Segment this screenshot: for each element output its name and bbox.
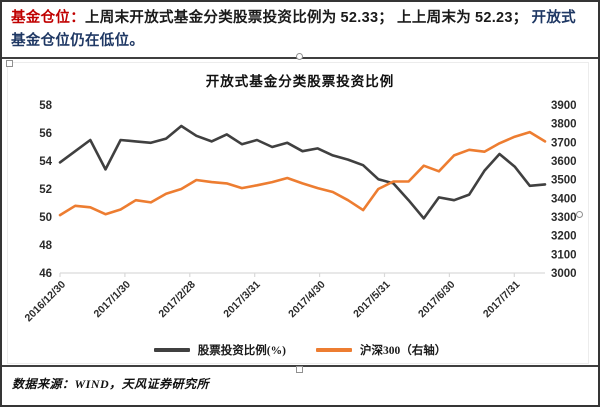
- commentary-conclusion: 开放式基金仓位仍在低位。: [11, 10, 576, 49]
- commentary-heading: 基金仓位：: [11, 10, 85, 26]
- y-left-tick-label: 54: [39, 156, 52, 168]
- y-right-tick-label: 3500: [551, 175, 577, 187]
- commentary-block: 基金仓位：上周末开放式基金分类股票投资比例为 52.33； 上上周末为 52.2…: [2, 2, 598, 57]
- legend-item-csi300[interactable]: 沪深300（右轴）: [315, 342, 447, 358]
- legend-line-swatch-orange: [315, 348, 352, 352]
- chart-title: 开放式基金分类股票投资比例: [205, 74, 395, 89]
- y-right-tick-label: 3000: [551, 268, 577, 280]
- x-axis-label: 2017/1/30: [92, 279, 134, 321]
- y-left-tick-label: 56: [39, 128, 52, 140]
- x-axis-label: 2017/5/31: [351, 279, 393, 321]
- y-right-tick-label: 3700: [551, 137, 577, 149]
- series-line-1: [58, 130, 547, 217]
- commentary-body-2: ； 上上周末为: [378, 10, 475, 26]
- data-source-text: 数据来源：WIND，天风证券研究所: [12, 377, 210, 391]
- y-right-tick-label: 3200: [551, 231, 577, 243]
- legend-item-stock-ratio[interactable]: 股票投资比例(%): [153, 342, 286, 358]
- y-right-tick-label: 3600: [551, 156, 577, 168]
- y-left-tick-label: 50: [39, 212, 52, 224]
- value-week-before: 52.23: [474, 10, 513, 26]
- y-right-tick-label: 3900: [551, 100, 577, 112]
- commentary-body-3: ；: [512, 10, 532, 26]
- chart-legend: 股票投资比例(%) 沪深300（右轴）: [2, 342, 598, 358]
- commentary-body-1: 上周末开放式基金分类股票投资比例为: [85, 10, 341, 26]
- selection-handle-bottom-center[interactable]: [296, 366, 303, 373]
- x-axis-label: 2016/12/30: [22, 279, 68, 325]
- value-last-week: 52.33: [340, 10, 379, 26]
- y-right-tick-label: 3300: [551, 212, 577, 224]
- legend-label: 沪深300（右轴）: [359, 345, 447, 357]
- y-left-tick-label: 48: [39, 240, 52, 252]
- chart-figure[interactable]: 开放式基金分类股票投资比例 2016/12/30 2017/1/30 2017/2/…: [2, 57, 598, 365]
- x-axis-label: 2017/4/30: [286, 279, 328, 321]
- selection-handle-top-left[interactable]: [6, 60, 13, 67]
- legend-label: 股票投资比例(%): [197, 345, 286, 357]
- commentary-text: 基金仓位：上周末开放式基金分类股票投资比例为 52.33； 上上周末为 52.2…: [11, 7, 589, 53]
- legend-line-swatch-gray: [153, 348, 190, 352]
- series-line-0: [58, 124, 547, 220]
- selection-handle-right-center[interactable]: [576, 211, 583, 218]
- y-right-tick-label: 3400: [551, 193, 577, 205]
- y-left-tick-label: 46: [39, 268, 52, 280]
- chart-image[interactable]: 2016/12/30 2017/1/30 2017/2/28 2017/3/31 201…: [2, 59, 600, 367]
- x-axis-label: 2017/2/28: [156, 279, 198, 321]
- x-axis-label: 2017/3/31: [221, 279, 263, 321]
- x-axis-label: 2017/6/30: [416, 279, 458, 321]
- y-left-tick-label: 52: [39, 184, 52, 196]
- selection-handle-top-center[interactable]: [296, 53, 303, 60]
- y-right-tick-label: 3100: [551, 249, 577, 261]
- y-left-tick-label: 58: [39, 100, 52, 112]
- x-axis-label: 2017/7/31: [481, 279, 523, 321]
- y-right-tick-label: 3800: [551, 119, 577, 131]
